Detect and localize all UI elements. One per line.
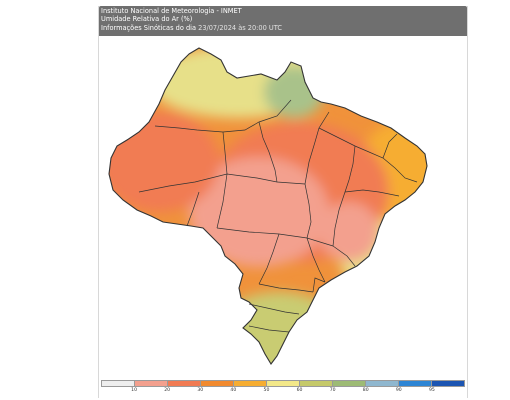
humidity-field [109,48,427,364]
info-prefix: Informações Sinóticas do dia [101,24,197,32]
legend-tick-50: 50 [263,388,270,393]
legend-tick-60: 60 [296,388,303,393]
legend-swatch-1 [135,381,168,386]
legend-tick-20: 20 [164,388,171,393]
info-date: 23/07/2024 às 20:00 UTC [198,24,282,32]
legend-swatch-3 [201,381,234,386]
institute-title: Instituto Nacional de Meteorologia - INM… [101,7,242,15]
legend-swatch-4 [234,381,267,386]
map-frame: Instituto Nacional de Meteorologia - INM… [98,6,468,398]
legend-tick-40: 40 [230,388,237,393]
brazil-humidity-map [108,47,428,365]
legend-swatch-0 [102,381,135,386]
legend-tick-95: 95 [428,388,435,393]
legend-tick-30: 30 [197,388,204,393]
info-line: Informações Sinóticas do dia 23/07/2024 … [101,24,282,32]
state-borders [138,99,418,333]
map-header: Instituto Nacional de Meteorologia - INM… [99,6,467,36]
color-scale-bar [101,380,465,387]
legend-tick-80: 80 [362,388,369,393]
legend-tick-70: 70 [329,388,336,393]
legend-swatch-7 [333,381,366,386]
legend-swatch-10 [432,381,464,386]
legend-swatch-9 [399,381,432,386]
legend-swatch-2 [168,381,201,386]
legend-swatch-6 [300,381,333,386]
legend-tick-90: 90 [395,388,402,393]
color-scale-legend: 10 20 30 40 50 60 70 80 90 95 [99,380,467,398]
legend-tick-10: 10 [131,388,138,393]
legend-swatch-8 [366,381,399,386]
color-scale-ticks: 10 20 30 40 50 60 70 80 90 95 [101,388,465,396]
variable-title: Umidade Relativa do Ar (%) [101,15,193,23]
legend-swatch-5 [267,381,300,386]
